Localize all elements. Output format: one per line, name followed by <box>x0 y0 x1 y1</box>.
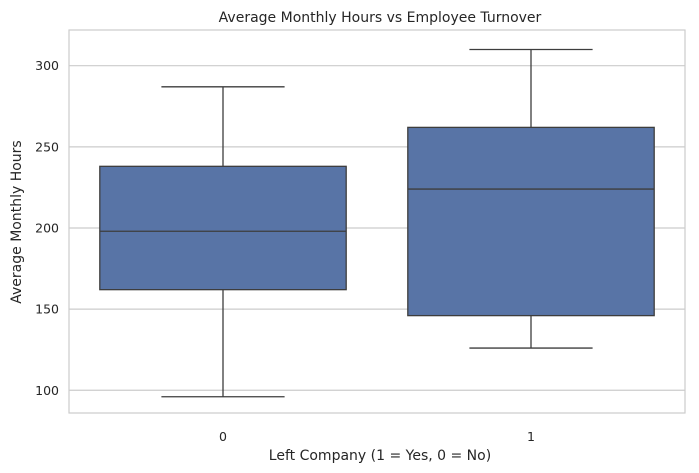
box-layer <box>99 48 655 398</box>
x-tick-label-1: 1 <box>527 429 535 444</box>
chart-title: Average Monthly Hours vs Employee Turnov… <box>219 10 542 26</box>
y-tick-label-150: 150 <box>35 302 59 317</box>
y-tick-label-300: 300 <box>35 58 59 73</box>
x-axis-label: Left Company (1 = Yes, 0 = No) <box>269 448 491 464</box>
box-1 <box>407 126 655 317</box>
x-tick-label-0: 0 <box>219 429 227 444</box>
y-tick-label-200: 200 <box>35 220 59 235</box>
box-group-1 <box>407 48 655 349</box>
y-axis-label: Average Monthly Hours <box>9 140 25 303</box>
y-tick-labels: 100 150 200 250 300 <box>35 58 59 398</box>
y-tick-label-100: 100 <box>35 383 59 398</box>
box-0 <box>99 165 347 291</box>
y-tick-label-250: 250 <box>35 139 59 154</box>
plot-frame <box>68 29 686 414</box>
box-group-0 <box>99 86 347 398</box>
